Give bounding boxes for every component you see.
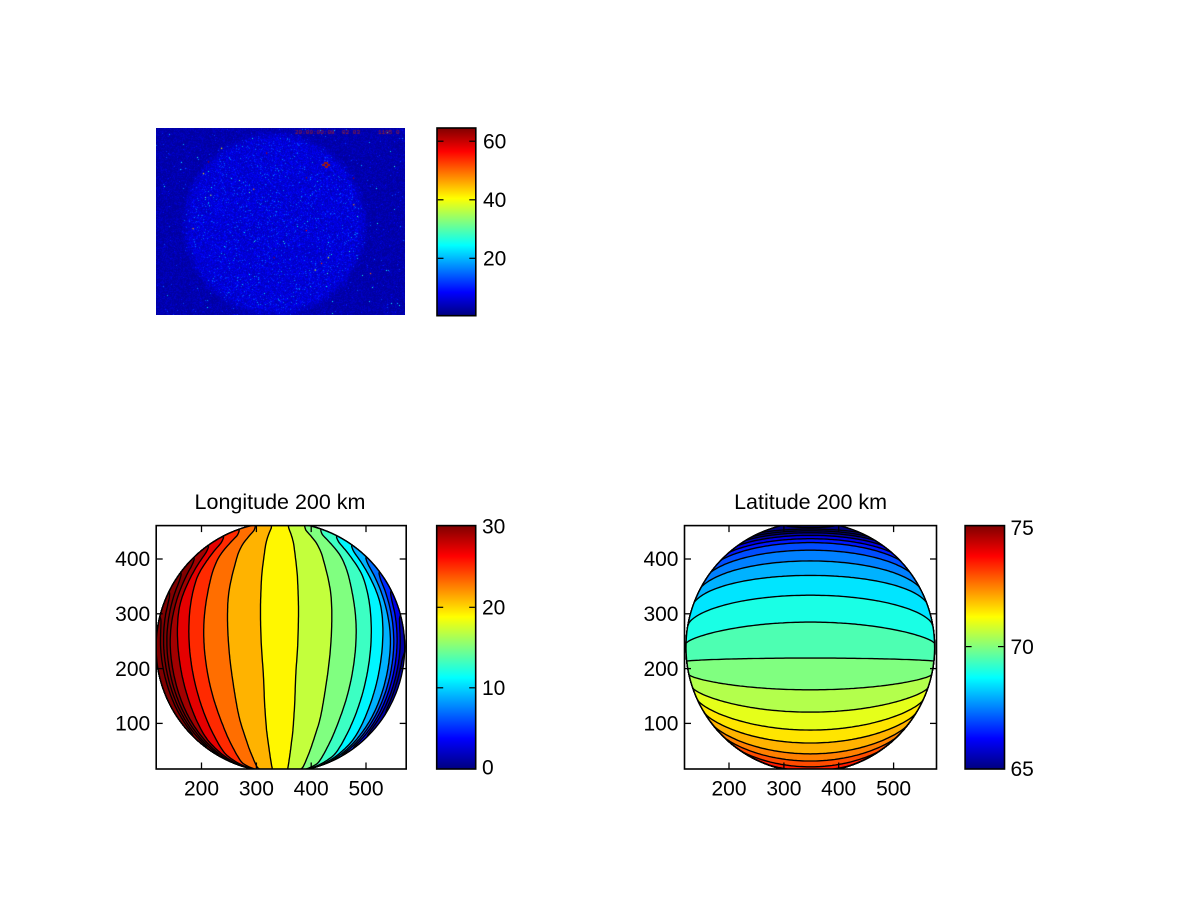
svg-text:400: 400	[294, 778, 329, 801]
svg-text:75: 75	[1011, 517, 1034, 540]
svg-text:200: 200	[115, 658, 150, 681]
svg-text:65: 65	[1011, 758, 1034, 781]
svg-text:200: 200	[643, 658, 678, 681]
svg-text:100: 100	[115, 713, 150, 736]
svg-text:40: 40	[483, 189, 506, 212]
svg-text:400: 400	[821, 778, 856, 801]
svg-text:0: 0	[482, 756, 494, 779]
svg-text:Latitude 200 km: Latitude 200 km	[734, 490, 887, 514]
svg-text:200: 200	[184, 778, 219, 801]
svg-text:500: 500	[348, 778, 383, 801]
svg-text:100: 100	[643, 713, 678, 736]
svg-text:70: 70	[1011, 636, 1034, 659]
svg-text:10: 10	[482, 677, 505, 700]
svg-text:500: 500	[876, 778, 911, 801]
svg-text:60: 60	[483, 130, 506, 153]
svg-text:300: 300	[239, 778, 274, 801]
svg-text:200: 200	[711, 778, 746, 801]
svg-text:20: 20	[482, 597, 505, 620]
svg-text:20: 20	[483, 248, 506, 271]
svg-text:300: 300	[766, 778, 801, 801]
svg-text:30: 30	[482, 516, 505, 539]
svg-text:300: 300	[115, 603, 150, 626]
svg-text:400: 400	[643, 548, 678, 571]
svg-text:300: 300	[643, 603, 678, 626]
svg-text:Longitude 200 km: Longitude 200 km	[195, 490, 366, 514]
svg-text:400: 400	[115, 548, 150, 571]
